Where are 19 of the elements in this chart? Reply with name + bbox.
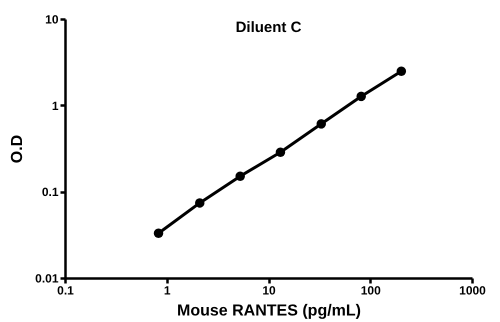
chart-title: Diluent C — [236, 19, 302, 36]
point — [276, 148, 286, 157]
y-tick-label: 1 — [52, 98, 59, 113]
point — [235, 171, 245, 181]
y-axis-title: O.D — [9, 134, 26, 164]
x-tick-label: 1 — [164, 284, 171, 298]
x-tick-label: 10 — [262, 284, 276, 298]
x-tick-label: 0.1 — [57, 284, 74, 298]
y-tick-label: 10 — [45, 12, 59, 26]
y-tick-label: 0.1 — [42, 185, 59, 200]
point — [154, 228, 164, 238]
x-tick-label: 1000 — [459, 284, 486, 298]
y-tick-label: 0.01 — [35, 272, 59, 286]
point — [396, 66, 406, 76]
point — [316, 119, 326, 129]
point — [356, 92, 366, 102]
point — [195, 198, 204, 208]
x-axis-title: Mouse RANTES (pg/mL) — [177, 302, 361, 320]
x-tick-label: 100 — [360, 284, 382, 298]
